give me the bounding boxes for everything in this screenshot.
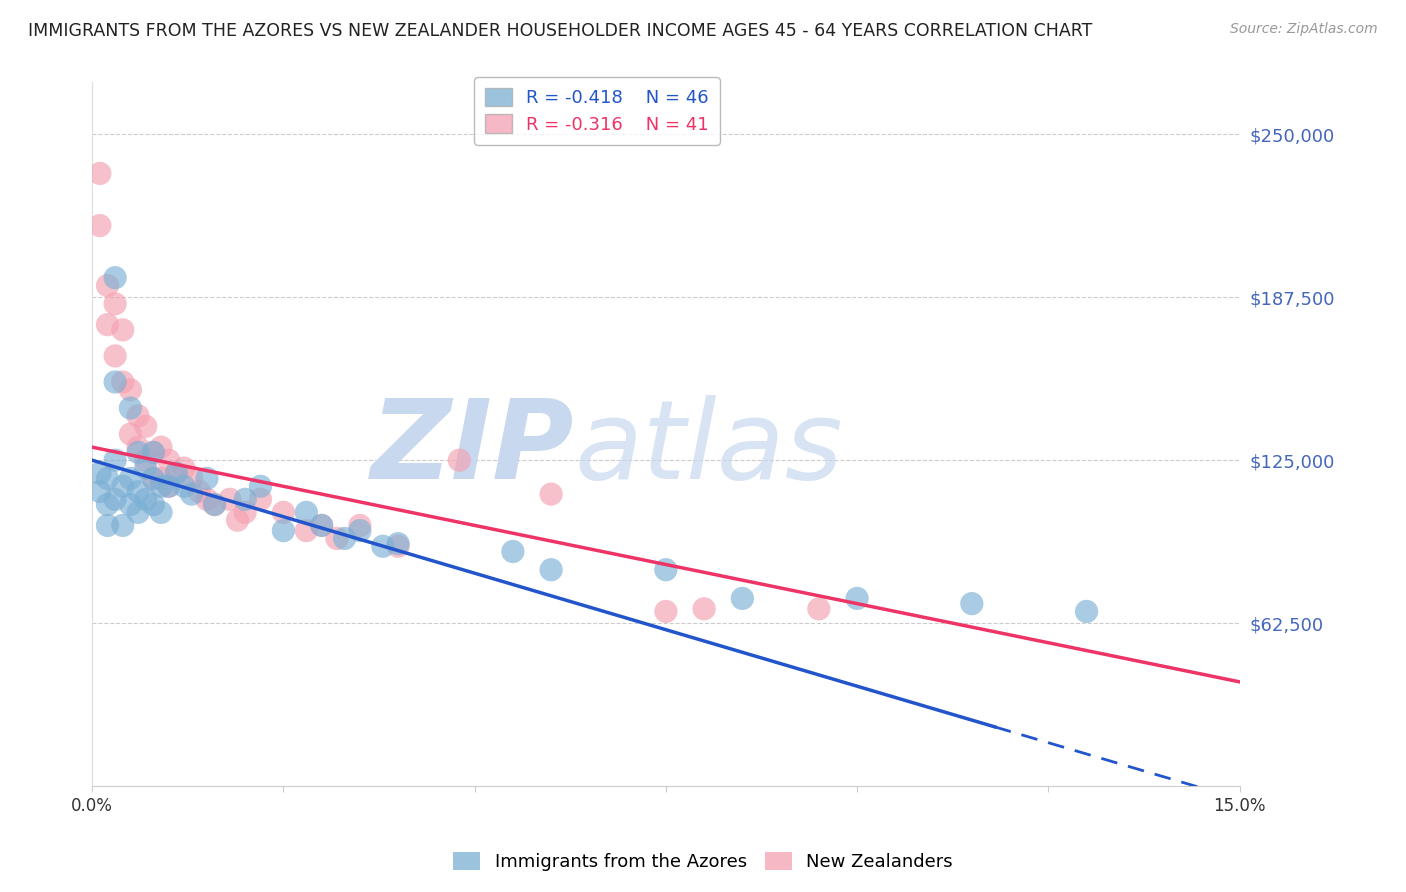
Point: [173, 461, 195, 475]
Point: [173, 479, 195, 493]
Point: [226, 513, 249, 527]
Point: [195, 471, 218, 485]
Point: [127, 484, 149, 499]
Point: [326, 532, 349, 546]
Point: [150, 440, 173, 454]
Point: [180, 471, 202, 485]
Point: [127, 505, 149, 519]
Point: [333, 532, 356, 546]
Point: [165, 467, 187, 481]
Point: [188, 484, 211, 499]
Point: [120, 401, 142, 415]
Point: [142, 498, 165, 512]
Point: [273, 524, 295, 538]
Point: [233, 492, 256, 507]
Point: [111, 518, 134, 533]
Point: [233, 505, 256, 519]
Point: [693, 602, 716, 616]
Text: Source: ZipAtlas.com: Source: ZipAtlas.com: [1230, 22, 1378, 37]
Point: [371, 539, 394, 553]
Point: [1076, 604, 1098, 618]
Point: [655, 604, 678, 618]
Point: [120, 498, 142, 512]
Point: [89, 467, 111, 481]
Point: [127, 445, 149, 459]
Point: [295, 524, 318, 538]
Point: [295, 505, 318, 519]
Text: atlas: atlas: [574, 395, 842, 501]
Point: [127, 409, 149, 423]
Point: [204, 498, 226, 512]
Point: [150, 471, 173, 485]
Point: [249, 492, 271, 507]
Point: [273, 505, 295, 519]
Point: [142, 471, 165, 485]
Point: [311, 518, 333, 533]
Point: [157, 453, 180, 467]
Point: [127, 440, 149, 454]
Point: [502, 544, 524, 558]
Point: [111, 323, 134, 337]
Text: ZIP: ZIP: [371, 395, 574, 501]
Point: [89, 219, 111, 233]
Point: [157, 479, 180, 493]
Point: [195, 492, 218, 507]
Point: [540, 563, 562, 577]
Point: [120, 383, 142, 397]
Point: [135, 461, 157, 475]
Point: [449, 453, 471, 467]
Point: [180, 487, 202, 501]
Point: [387, 536, 409, 550]
Point: [142, 471, 165, 485]
Point: [135, 419, 157, 434]
Point: [218, 492, 240, 507]
Point: [150, 479, 173, 493]
Point: [96, 318, 118, 332]
Point: [104, 270, 127, 285]
Text: IMMIGRANTS FROM THE AZORES VS NEW ZEALANDER HOUSEHOLDER INCOME AGES 45 - 64 YEAR: IMMIGRANTS FROM THE AZORES VS NEW ZEALAN…: [28, 22, 1092, 40]
Point: [111, 479, 134, 493]
Point: [135, 453, 157, 467]
Point: [135, 492, 157, 507]
Point: [104, 453, 127, 467]
Legend: R = -0.418    N = 46, R = -0.316    N = 41: R = -0.418 N = 46, R = -0.316 N = 41: [474, 77, 720, 145]
Point: [204, 498, 226, 512]
Point: [104, 375, 127, 389]
Point: [846, 591, 869, 606]
Point: [111, 375, 134, 389]
Point: [311, 518, 333, 533]
Point: [89, 166, 111, 180]
Point: [150, 505, 173, 519]
Point: [165, 467, 187, 481]
Point: [104, 349, 127, 363]
Point: [540, 487, 562, 501]
Point: [349, 524, 371, 538]
Point: [120, 471, 142, 485]
Point: [807, 602, 830, 616]
Point: [387, 539, 409, 553]
Point: [142, 445, 165, 459]
Point: [96, 498, 118, 512]
Point: [96, 471, 118, 485]
Point: [96, 278, 118, 293]
Point: [731, 591, 754, 606]
Point: [157, 479, 180, 493]
Point: [89, 484, 111, 499]
Point: [655, 563, 678, 577]
Point: [120, 427, 142, 442]
Point: [104, 492, 127, 507]
Point: [96, 518, 118, 533]
Point: [142, 445, 165, 459]
Point: [104, 297, 127, 311]
Legend: Immigrants from the Azores, New Zealanders: Immigrants from the Azores, New Zealande…: [446, 845, 960, 879]
Point: [960, 597, 983, 611]
Point: [349, 518, 371, 533]
Point: [249, 479, 271, 493]
